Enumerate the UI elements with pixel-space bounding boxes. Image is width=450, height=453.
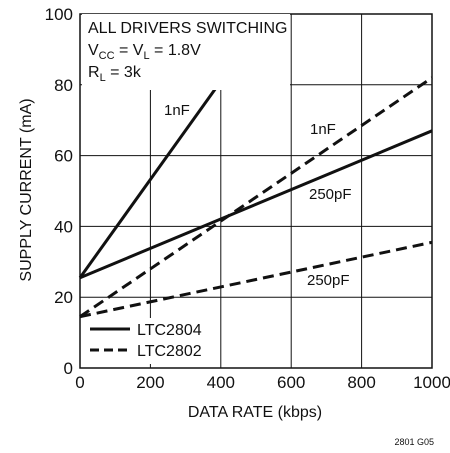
x-tick-label: 1000 (413, 373, 450, 392)
x-tick-label: 800 (347, 373, 375, 392)
legend-background (84, 318, 220, 364)
x-tick-label: 200 (136, 373, 164, 392)
y-tick-label: 80 (54, 76, 73, 95)
series-labels: 1nF 250pF 1nF 250pF (164, 102, 352, 289)
series-line-ltc2802-250pf (79, 240, 433, 319)
y-axis-title: SUPPLY CURRENT (mA) (18, 98, 35, 281)
label-ltc2804-250pf: 250pF (309, 186, 352, 203)
y-tick-label: 40 (54, 217, 73, 236)
y-tick-label: 0 (64, 359, 73, 378)
y-tick-label: 60 (54, 147, 73, 166)
label-ltc2802-250pf: 250pF (307, 272, 350, 289)
figure-id: 2801 G05 (394, 437, 434, 447)
y-tick-label: 100 (45, 5, 73, 24)
legend-label-ltc2804: LTC2804 (137, 322, 202, 339)
conditions-line-1: ALL DRIVERS SWITCHING (88, 20, 287, 37)
legend-label-ltc2802: LTC2802 (137, 343, 202, 360)
x-axis-ticks: 0 200 400 600 800 1000 (75, 373, 450, 392)
y-axis-ticks: 0 20 40 60 80 100 (45, 5, 73, 378)
conditions-note: ALL DRIVERS SWITCHING VCC = VL = 1.8V RL… (82, 14, 290, 90)
conditions-line-2: VCC = VL = 1.8V (88, 42, 201, 62)
label-ltc2802-1nf: 1nF (310, 121, 336, 138)
x-axis-title: DATA RATE (kbps) (188, 404, 322, 421)
label-ltc2804-1nf: 1nF (164, 102, 190, 119)
conditions-line-3: RL = 3k (88, 64, 142, 84)
x-tick-label: 0 (75, 373, 84, 392)
x-tick-label: 400 (207, 373, 235, 392)
series-line-ltc2802-1nf (79, 76, 433, 318)
series-line-ltc2804-250pf (79, 129, 433, 280)
y-tick-label: 20 (54, 288, 73, 307)
legend: LTC2804 LTC2802 (84, 318, 220, 364)
x-tick-label: 600 (277, 373, 305, 392)
